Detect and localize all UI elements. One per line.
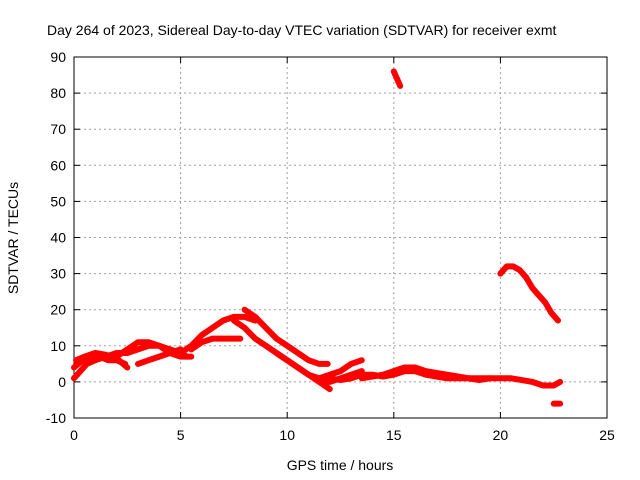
- y-tick-label: 90: [50, 49, 66, 65]
- y-axis-label: SDTVAR / TECUs: [5, 182, 21, 294]
- x-tick-label: 15: [386, 427, 402, 443]
- y-tick-label: 60: [50, 157, 66, 173]
- series-track-e: [135, 346, 184, 367]
- x-tick-label: 25: [599, 427, 615, 443]
- series-track-f: [177, 313, 259, 356]
- x-tick-label: 0: [70, 427, 78, 443]
- chart-title: Day 264 of 2023, Sidereal Day-to-day VTE…: [47, 22, 556, 38]
- x-tick-label: 5: [177, 427, 185, 443]
- y-tick-label: 30: [50, 266, 66, 282]
- y-tick-label: 20: [50, 302, 66, 318]
- series-track-i: [241, 306, 331, 367]
- x-axis-label: GPS time / hours: [287, 457, 394, 473]
- y-tick-label: 50: [50, 193, 66, 209]
- series-track-g: [188, 335, 244, 353]
- y-tick-label: 70: [50, 121, 66, 137]
- x-tick-label: 20: [493, 427, 509, 443]
- x-tick-label: 10: [279, 427, 295, 443]
- series-track-c: [73, 350, 131, 371]
- series-track-o: [422, 371, 564, 389]
- y-tick-label: 0: [58, 374, 66, 390]
- plot-frame: [73, 56, 608, 419]
- y-tick-label: 10: [50, 338, 66, 354]
- series-track-p: [497, 263, 561, 324]
- series-track-n: [390, 68, 404, 89]
- y-tick-label: 40: [50, 230, 66, 246]
- y-tick-label: 80: [50, 85, 66, 101]
- y-tick-label: -10: [46, 410, 66, 426]
- data-series: [71, 68, 564, 407]
- series-track-j: [273, 350, 365, 382]
- grid-lines: [74, 57, 607, 418]
- series-track-d: [113, 339, 195, 360]
